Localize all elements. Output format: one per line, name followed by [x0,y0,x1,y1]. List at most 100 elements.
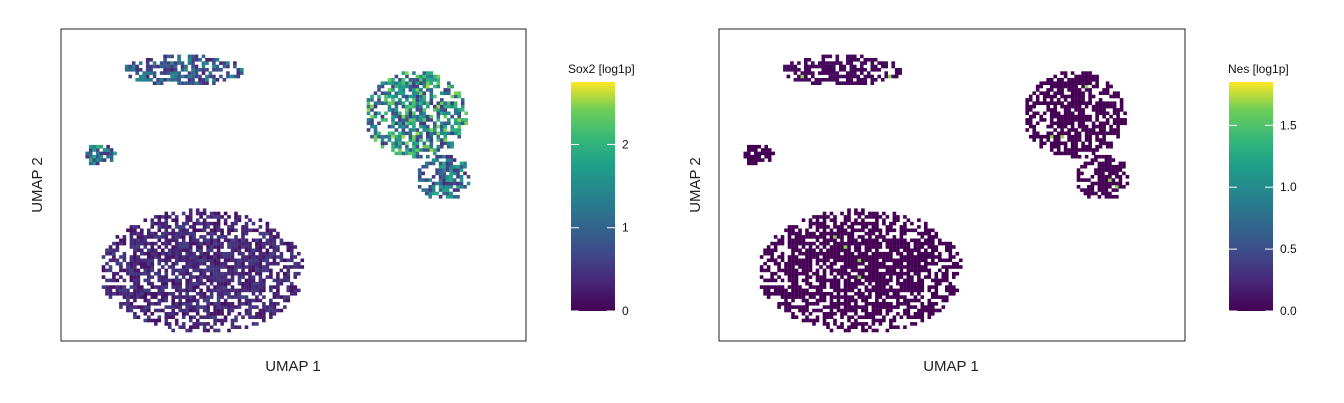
umap-bin [185,248,189,253]
umap-bin [839,61,843,65]
umap-bin [185,258,189,263]
umap-bin [150,241,155,246]
umap-bin [161,281,165,286]
umap-bin [453,94,458,99]
umap-bin [871,308,876,313]
umap-bin [174,278,179,283]
umap-bin [157,255,162,259]
umap-bin [138,68,143,72]
umap-bin [227,305,231,309]
umap-bin [822,225,827,229]
umap-bin [871,241,876,246]
umap-bin [843,271,848,276]
umap-bin [833,305,837,309]
umap-bin [822,318,827,323]
umap-bin [945,295,949,299]
umap-bin [857,281,862,286]
umap-bin [850,322,855,326]
umap-bin [805,305,809,309]
umap-bin [767,148,772,152]
umap-bin [436,104,441,109]
umap-bin [934,285,939,289]
umap-bin [878,228,883,233]
umap-bin [178,298,182,303]
umap-bin [899,265,904,269]
umap-bin [861,221,865,226]
umap-bin [223,281,228,286]
umap-bin [445,164,450,169]
umap-bin [889,251,893,256]
umap-bin [442,171,446,176]
umap-bin [878,318,883,323]
umap-bin [759,275,764,279]
umap-bin [286,241,291,246]
umap-bin [171,305,175,309]
umap-bin [1049,84,1054,89]
umap-bin [234,235,238,239]
umap-bin [442,168,446,172]
umap-bin [1118,185,1123,189]
umap-bin [188,325,193,329]
umap-bin [449,175,453,179]
umap-bin [1063,141,1068,146]
umap-bin [828,64,833,69]
umap-bin [199,228,203,233]
umap-bin [849,74,854,79]
umap-bin [868,221,872,226]
umap-bin [258,251,263,256]
umap-bin [157,221,162,226]
umap-bin [875,298,879,303]
umap-bin [856,58,861,62]
umap-bin [129,261,134,266]
umap-bin [871,251,876,256]
umap-bin [801,295,806,299]
umap-bin [188,302,193,306]
umap-bin [105,285,109,289]
umap-bin [248,261,252,266]
umap-bin [119,261,123,266]
umap-bin [154,302,158,306]
umap-bin [391,88,395,92]
umap-bin [1090,158,1095,162]
umap-bin [801,261,806,266]
umap-bin [812,231,816,236]
umap-bin [230,228,235,233]
umap-bin [1088,81,1092,85]
umap-bin [445,178,450,182]
umap-bin [906,271,911,276]
umap-bin [433,84,437,89]
umap-bin [839,74,843,79]
umap-bin [766,268,771,273]
umap-bin [815,221,820,226]
umap-bin [938,268,942,273]
umap-bin [1067,138,1071,142]
umap-bin [422,74,427,79]
umap-bin [384,118,388,122]
umap-bin [248,255,252,259]
umap-bin [875,285,879,289]
umap-bin [438,164,443,169]
umap-bin [154,251,158,256]
umap-bin [161,292,165,296]
umap-bin [227,281,231,286]
umap-bin [1077,108,1082,112]
umap-bin [917,275,921,279]
umap-bin [1077,81,1082,85]
umap-bin [181,248,186,253]
umap-bin [812,302,816,306]
umap-bin [230,251,235,256]
umap-bin [832,61,836,65]
umap-bin [143,298,148,303]
umap-bin [917,248,921,253]
umap-bin [237,238,242,243]
umap-bin [105,288,109,293]
umap-bin [903,245,907,249]
umap-bin [185,298,189,303]
umap-bin [265,305,270,309]
umap-bin [801,288,806,293]
umap-bin [419,138,423,142]
umap-bin [429,118,434,122]
umap-bin [109,158,114,162]
umap-bin [896,312,900,316]
umap-bin [447,131,451,136]
